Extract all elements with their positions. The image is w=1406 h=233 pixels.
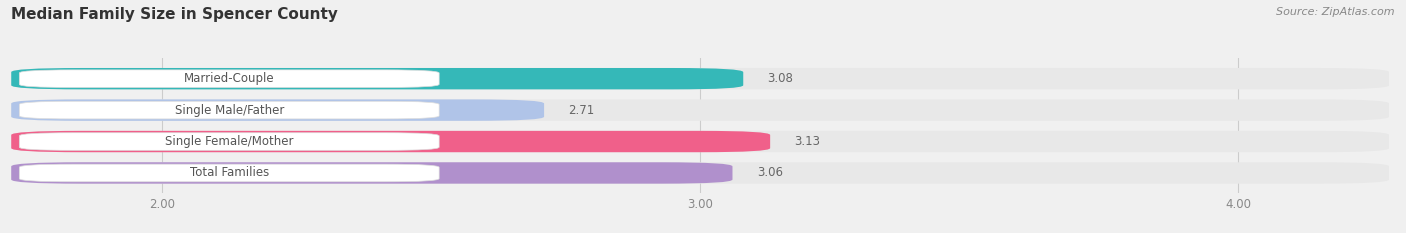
- Text: Total Families: Total Families: [190, 166, 269, 179]
- FancyBboxPatch shape: [11, 131, 1389, 152]
- Text: Source: ZipAtlas.com: Source: ZipAtlas.com: [1277, 7, 1395, 17]
- Text: 3.06: 3.06: [756, 166, 783, 179]
- FancyBboxPatch shape: [11, 162, 733, 184]
- Text: 2.71: 2.71: [568, 104, 595, 116]
- Text: Single Male/Father: Single Male/Father: [174, 104, 284, 116]
- Text: Single Female/Mother: Single Female/Mother: [165, 135, 294, 148]
- FancyBboxPatch shape: [11, 131, 770, 152]
- FancyBboxPatch shape: [11, 99, 544, 121]
- FancyBboxPatch shape: [11, 162, 1389, 184]
- FancyBboxPatch shape: [20, 133, 439, 150]
- Text: 3.13: 3.13: [794, 135, 820, 148]
- FancyBboxPatch shape: [11, 68, 1389, 89]
- FancyBboxPatch shape: [11, 99, 1389, 121]
- FancyBboxPatch shape: [11, 68, 744, 89]
- FancyBboxPatch shape: [20, 164, 439, 182]
- Text: 3.08: 3.08: [768, 72, 793, 85]
- Text: Married-Couple: Married-Couple: [184, 72, 274, 85]
- FancyBboxPatch shape: [20, 70, 439, 87]
- Text: Median Family Size in Spencer County: Median Family Size in Spencer County: [11, 7, 337, 22]
- FancyBboxPatch shape: [20, 101, 439, 119]
